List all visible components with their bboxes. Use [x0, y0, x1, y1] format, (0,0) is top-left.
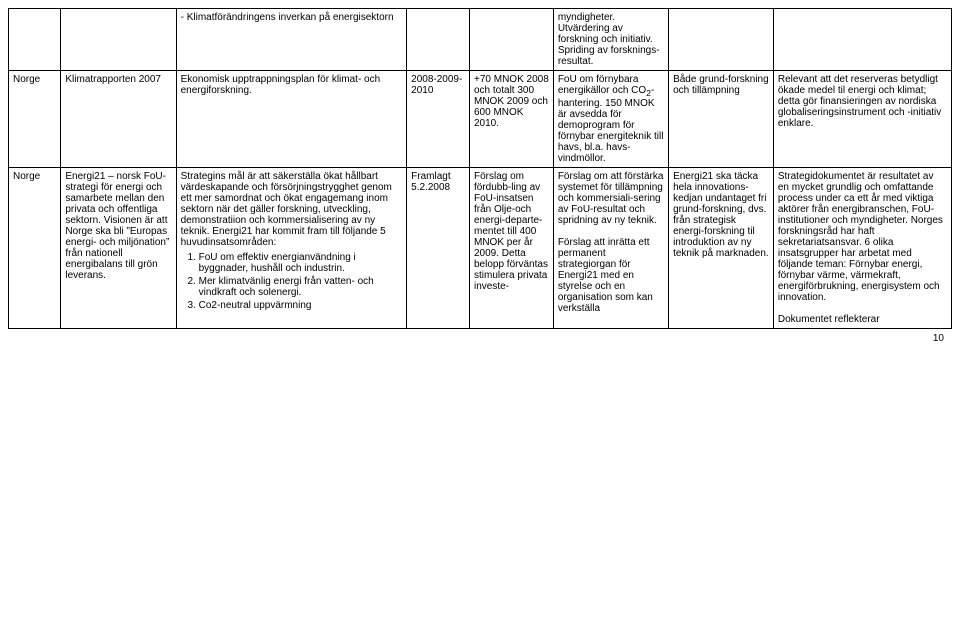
cell: [9, 9, 61, 71]
cell: [61, 9, 176, 71]
cell: Relevant att det reserveras betydligt ök…: [773, 71, 951, 168]
page-number: 10: [8, 329, 952, 344]
cell: Framlagt 5.2.2008: [407, 168, 470, 329]
cell: +70 MNOK 2008 och totalt 300 MNOK 2009 o…: [470, 71, 554, 168]
list-item: Mer klimatvänlig energi från vatten- och…: [199, 276, 403, 298]
cell: [470, 9, 554, 71]
cell: Energi21 ska täcka hela innovations-kedj…: [669, 168, 774, 329]
table-row: Norge Energi21 – norsk FoU-strategi för …: [9, 168, 952, 329]
table-row: - Klimatförändringens inverkan på energi…: [9, 9, 952, 71]
ordered-list: FoU om effektiv energianvändning i byggn…: [181, 252, 403, 311]
list-item: FoU om effektiv energianvändning i byggn…: [199, 252, 403, 274]
cell: - Klimatförändringens inverkan på energi…: [176, 9, 407, 71]
cell: [669, 9, 774, 71]
cell: Både grund-forskning och tillämpning: [669, 71, 774, 168]
cell: Förslag om fördubb-ling av FoU-insatsen …: [470, 168, 554, 329]
cell: 2008-2009-2010: [407, 71, 470, 168]
cell: Förslag om att förstärka systemet för ti…: [553, 168, 668, 329]
data-table: - Klimatförändringens inverkan på energi…: [8, 8, 952, 329]
cell: Klimatrapporten 2007: [61, 71, 176, 168]
cell: Norge: [9, 168, 61, 329]
list-item: Co2-neutral uppvärmning: [199, 300, 403, 311]
cell: Energi21 – norsk FoU-strategi för energi…: [61, 168, 176, 329]
cell: [407, 9, 470, 71]
cell-intro: Strategins mål är att säkerställa ökat h…: [181, 171, 392, 248]
cell: FoU om förnybara energikällor och CO2-ha…: [553, 71, 668, 168]
cell: Ekonomisk upptrappningsplan för klimat- …: [176, 71, 407, 168]
cell: [773, 9, 951, 71]
table-row: Norge Klimatrapporten 2007 Ekonomisk upp…: [9, 71, 952, 168]
cell: Strategidokumentet är resultatet av en m…: [773, 168, 951, 329]
cell: Strategins mål är att säkerställa ökat h…: [176, 168, 407, 329]
cell: myndigheter. Utvärdering av forskning oc…: [553, 9, 668, 71]
cell: Norge: [9, 71, 61, 168]
